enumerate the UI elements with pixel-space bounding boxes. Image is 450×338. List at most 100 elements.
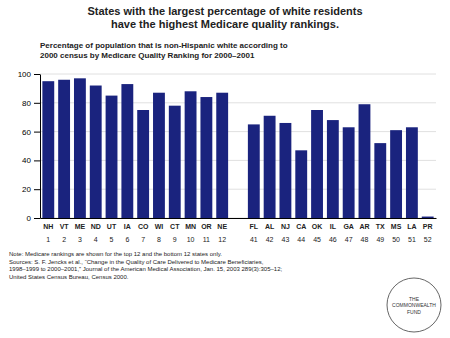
title-line: States with the largest percentage of wh… (87, 5, 362, 17)
y-axis: 020406080100 (18, 70, 41, 223)
bar (422, 217, 434, 218)
x-tick: AL (265, 218, 275, 230)
y-tick: 100 (18, 70, 40, 79)
x-tick: LA (407, 218, 416, 230)
x-tick-label: OR (201, 223, 212, 230)
bar (106, 96, 118, 218)
ranking-label: 45 (313, 236, 321, 243)
y-axis-line (40, 75, 41, 219)
title-line: have the highest Medicare quality rankin… (111, 18, 339, 30)
x-tick: CO (138, 218, 149, 230)
bar (137, 110, 149, 218)
x-tick: VT (60, 218, 70, 230)
bar (216, 93, 228, 218)
x-tick-label: TX (376, 223, 385, 230)
y-tick-label: 60 (22, 128, 31, 137)
bar (279, 123, 291, 218)
bar (169, 106, 181, 218)
x-tick-label: UT (107, 223, 117, 230)
ranking-label: 12 (218, 236, 226, 243)
bar (343, 127, 355, 218)
x-tick-label: AL (265, 223, 275, 230)
ranking-label: 47 (345, 236, 353, 243)
ranking-label: 43 (282, 236, 290, 243)
bar (42, 81, 54, 218)
bar (390, 130, 402, 218)
y-tick-mark (34, 103, 40, 104)
ranking-label: 50 (392, 236, 400, 243)
bar (90, 86, 102, 218)
title: States with the largest percentage of wh… (87, 5, 362, 30)
x-axis-line (41, 218, 437, 219)
logo-text: THECOMMONWEALTHFUND (392, 296, 436, 315)
bar (374, 143, 386, 218)
x-tick-label: CO (138, 223, 149, 230)
x-tick: AR (359, 218, 369, 230)
subtitle-line: 2000 census by Medicare Quality Ranking … (40, 51, 255, 60)
bar (153, 93, 165, 218)
bar (74, 78, 86, 218)
x-tick: IA (124, 218, 131, 230)
ranking-label: 49 (376, 236, 384, 243)
ranking-label: 6 (125, 236, 129, 243)
x-tick: UT (107, 218, 117, 230)
logo-text-line: THE (409, 296, 420, 302)
x-tick: ND (91, 218, 101, 230)
y-tick: 0 (27, 214, 40, 223)
x-tick-label: NE (217, 223, 227, 230)
x-tick: WI (155, 218, 164, 230)
x-tick: GA (343, 218, 354, 230)
x-tick-label: PR (423, 223, 433, 230)
ranking-label: 44 (297, 236, 305, 243)
logo-text-line: COMMONWEALTH (392, 302, 436, 308)
x-tick: NH (43, 218, 53, 230)
x-tick-label: CT (170, 223, 180, 230)
bar (58, 80, 70, 218)
y-tick-label: 100 (18, 70, 32, 79)
logo-text-line: FUND (407, 309, 421, 315)
y-tick: 20 (22, 185, 40, 194)
x-tick-label: WI (155, 223, 164, 230)
x-tick-label: CA (296, 223, 306, 230)
bar (311, 110, 323, 218)
y-tick-mark (34, 189, 40, 190)
source-line: United States Census Bureau, Census 2000… (9, 274, 129, 280)
bar (295, 150, 307, 218)
ranking-label: 10 (187, 236, 195, 243)
ranking-label: 5 (110, 236, 114, 243)
x-tick-label: GA (343, 223, 354, 230)
ranking-label: 51 (408, 236, 416, 243)
x-tick-label: NJ (281, 223, 290, 230)
x-tick: MN (185, 218, 196, 230)
y-tick-mark (34, 132, 40, 133)
ranking-label: 9 (173, 236, 177, 243)
note: Note: Medicare rankings are shown for th… (9, 251, 222, 257)
x-tick-label: MN (185, 223, 196, 230)
x-tick: MS (391, 218, 402, 230)
x-tick: FL (250, 218, 259, 230)
x-tick: TX (376, 218, 385, 230)
chart: States with the largest percentage of wh… (0, 0, 450, 338)
x-tick-label: VT (60, 223, 70, 230)
x-tick-label: IA (124, 223, 131, 230)
ranking-label: 41 (250, 236, 258, 243)
x-tick-label: MS (391, 223, 402, 230)
x-tick: CT (170, 218, 180, 230)
x-tick-label: AR (359, 223, 369, 230)
source: Sources: S. F. Jencks et al., “Change in… (9, 259, 283, 280)
y-tick: 40 (22, 156, 40, 165)
y-tick: 60 (22, 128, 40, 137)
x-tick: IL (330, 218, 337, 230)
note-line: Note: Medicare rankings are shown for th… (9, 251, 222, 257)
x-tick: OR (201, 218, 212, 230)
x-tick: NE (217, 218, 227, 230)
y-tick-label: 0 (27, 214, 32, 223)
bars (42, 78, 433, 218)
subtitle: Percentage of population that is non-His… (40, 41, 288, 60)
y-tick-mark (34, 218, 40, 219)
x-tick-label: OK (312, 223, 323, 230)
ranking-label: 11 (203, 236, 210, 243)
bar (121, 84, 133, 218)
ranking-label: 7 (141, 236, 145, 243)
x-tick-label: LA (407, 223, 416, 230)
